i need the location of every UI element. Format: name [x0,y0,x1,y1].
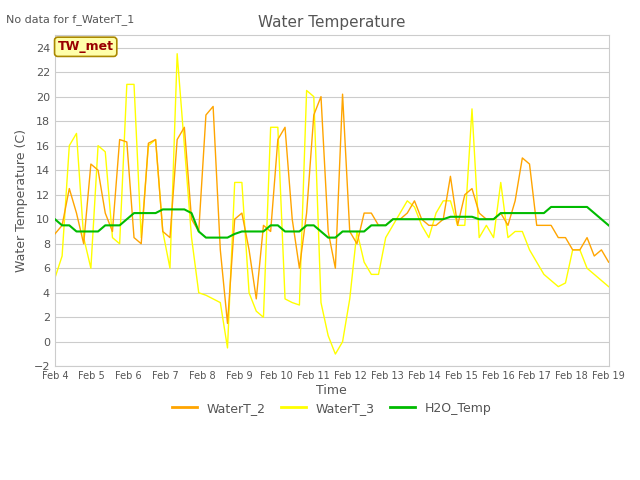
Legend: WaterT_2, WaterT_3, H2O_Temp: WaterT_2, WaterT_3, H2O_Temp [167,396,497,420]
Text: TW_met: TW_met [58,40,114,53]
Title: Water Temperature: Water Temperature [258,15,406,30]
X-axis label: Time: Time [316,384,347,397]
Y-axis label: Water Temperature (C): Water Temperature (C) [15,129,28,272]
Text: No data for f_WaterT_1: No data for f_WaterT_1 [6,14,134,25]
